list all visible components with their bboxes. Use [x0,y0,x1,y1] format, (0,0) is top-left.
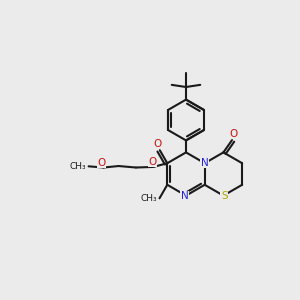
Text: O: O [148,157,156,167]
Text: CH₃: CH₃ [70,162,86,171]
Text: CH₃: CH₃ [140,194,157,203]
Text: O: O [98,158,106,168]
Text: O: O [229,128,237,139]
Text: N: N [181,191,189,201]
Text: O: O [153,139,161,148]
Text: S: S [221,191,228,201]
Text: N: N [201,158,208,168]
